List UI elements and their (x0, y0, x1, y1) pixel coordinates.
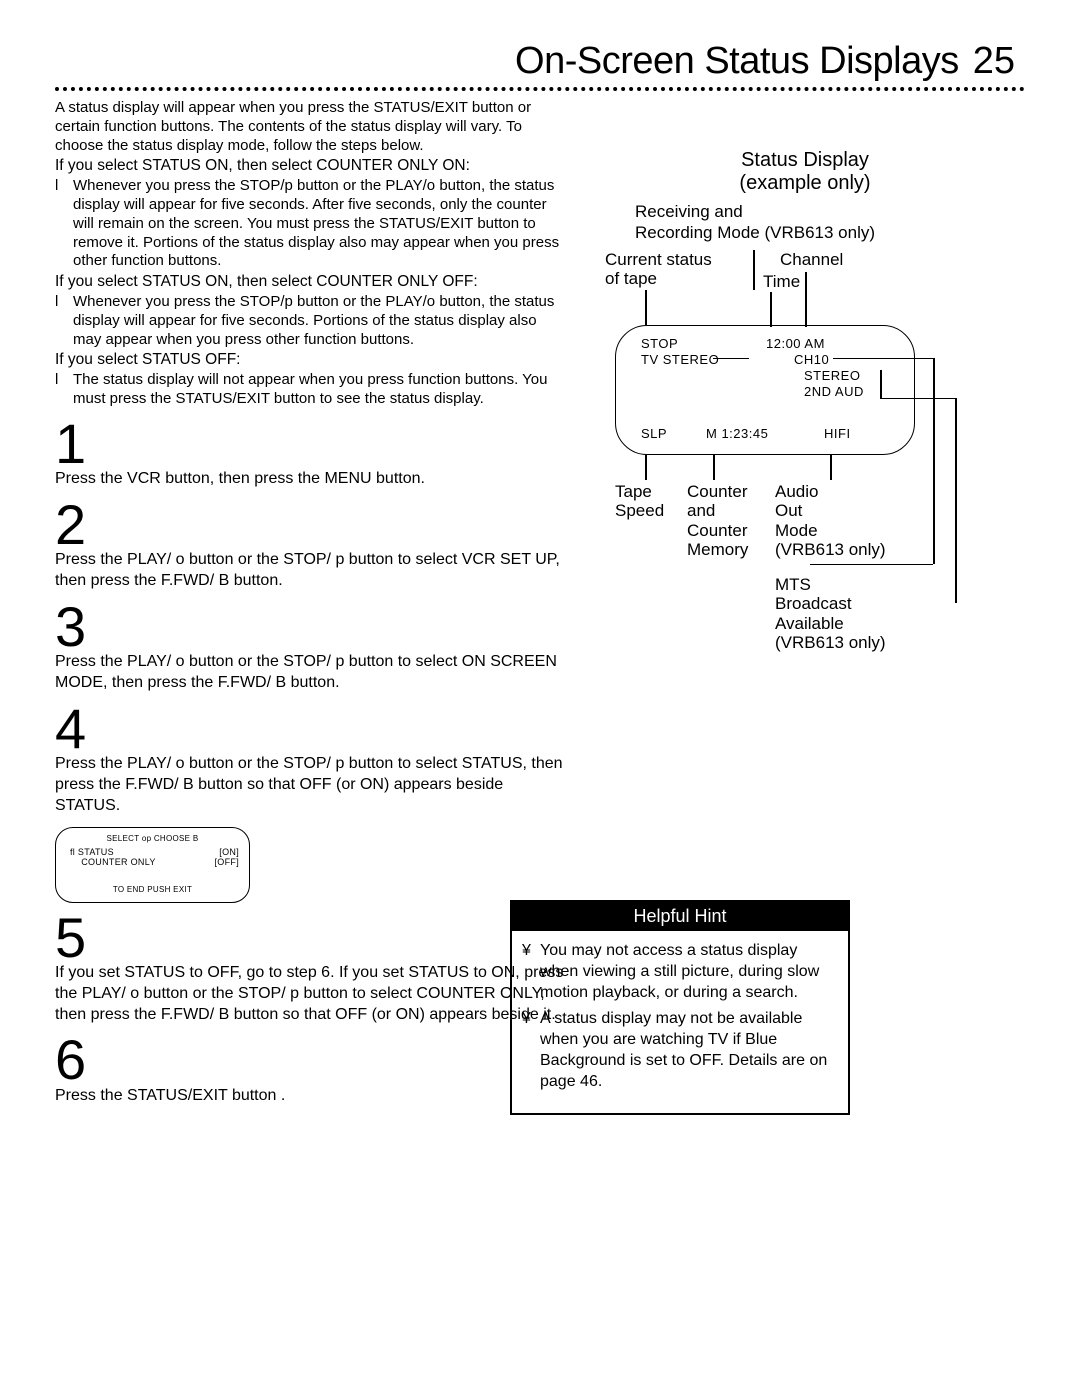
option3-bullet: l The status display will not appear whe… (55, 371, 565, 409)
line (645, 290, 647, 325)
bullet-icon: ¥ (522, 941, 540, 1003)
scr-ch: CH10 (794, 352, 829, 367)
dotted-rule (55, 87, 1025, 91)
line (880, 398, 955, 400)
menu-row-status: fl STATUS [ON] (70, 847, 239, 857)
screen-box: STOP TV STEREO 12:00 AM CH10 STEREO 2ND … (615, 325, 915, 455)
line (833, 358, 933, 360)
option2-text: Whenever you press the STOP/p button or … (73, 293, 565, 349)
scr-m: M 1:23:45 (706, 426, 768, 441)
hint-text-2: A status display may not be available wh… (540, 1009, 838, 1092)
status-diagram: Current status of tape Channel Time STOP… (605, 250, 1005, 680)
hint-bullet-2: ¥ A status display may not be available … (522, 1009, 838, 1092)
step6-text: Press the STATUS/EXIT button . (55, 1086, 565, 1107)
line (955, 398, 957, 603)
step6-number: 6 (55, 1035, 565, 1085)
scr-tvstereo: TV STEREO (641, 352, 719, 367)
step1-number: 1 (55, 419, 565, 469)
menu-status-label: fl STATUS (70, 847, 114, 857)
divider-line (753, 250, 755, 290)
line (805, 272, 807, 327)
option2-heading: If you select STATUS ON, then select COU… (55, 273, 565, 291)
label-current-status: Current status of tape (605, 250, 712, 289)
scr-2ndaud: 2ND AUD (804, 384, 864, 399)
scr-time: 12:00 AM (766, 336, 825, 351)
hint-text-1: You may not access a status display when… (540, 941, 838, 1003)
hint-bullet-1: ¥ You may not access a status display wh… (522, 941, 838, 1003)
step2-number: 2 (55, 500, 565, 550)
bullet-icon: l (55, 293, 73, 349)
header-title: On-Screen Status Displays (515, 40, 959, 83)
step4-text: Press the PLAY/ o button or the STOP/ p … (55, 754, 565, 816)
menu-top: SELECT op CHOOSE B (66, 834, 239, 843)
option2-bullet: l Whenever you press the STOP/p button o… (55, 293, 565, 349)
line (770, 292, 772, 327)
menu-bottom: TO END PUSH EXIT (66, 885, 239, 894)
line (830, 455, 832, 480)
menu-status-value: [ON] (219, 847, 239, 857)
bullet-icon: ¥ (522, 1009, 540, 1092)
label-audio: Audio Out Mode (VRB613 only) (775, 482, 886, 560)
bullet-icon: l (55, 177, 73, 271)
step3-number: 3 (55, 602, 565, 652)
menu-rows: fl STATUS [ON] COUNTER ONLY [OFF] (70, 847, 239, 867)
option1-bullet: l Whenever you press the STOP/p button o… (55, 177, 565, 271)
line (880, 370, 882, 398)
step1-text: Press the VCR button, then press the MEN… (55, 469, 565, 490)
line (713, 455, 715, 480)
helpful-hint-box: Helpful Hint ¥ You may not access a stat… (510, 900, 850, 1115)
step4-number: 4 (55, 704, 565, 754)
option3-heading: If you select STATUS OFF: (55, 351, 565, 369)
left-column: A status display will appear when you pr… (55, 99, 565, 1107)
menu-counter-label: COUNTER ONLY (70, 857, 156, 867)
option1-text: Whenever you press the STOP/p button or … (73, 177, 565, 271)
step5-text: If you set STATUS to OFF, go to step 6. … (55, 963, 565, 1025)
menu-row-counter: COUNTER ONLY [OFF] (70, 857, 239, 867)
line (810, 564, 933, 566)
page-header: On-Screen Status Displays 25 (55, 40, 1025, 83)
intro-paragraph: A status display will appear when you pr… (55, 99, 565, 155)
scr-stop: STOP (641, 336, 678, 351)
step2-text: Press the PLAY/ o button or the STOP/ p … (55, 550, 565, 592)
step5-number: 5 (55, 913, 565, 963)
status-note: Receiving and Recording Mode (VRB613 onl… (635, 201, 1005, 244)
label-counter: Counter and Counter Memory (687, 482, 748, 560)
bullet-icon: l (55, 371, 73, 409)
step3-text: Press the PLAY/ o button or the STOP/ p … (55, 652, 565, 694)
scr-hifi: HIFI (824, 426, 851, 441)
menu-counter-value: [OFF] (215, 857, 240, 867)
line (645, 455, 647, 480)
onscreen-menu-box: SELECT op CHOOSE B fl STATUS [ON] COUNTE… (55, 827, 250, 903)
line (713, 358, 749, 360)
label-mts: MTS Broadcast Available (VRB613 only) (775, 575, 886, 653)
option3-text: The status display will not appear when … (73, 371, 565, 409)
scr-slp: SLP (641, 426, 667, 441)
scr-stereo: STEREO (804, 368, 860, 383)
status-title: Status Display (605, 149, 1005, 172)
status-subtitle: (example only) (605, 172, 1005, 195)
label-time: Time (763, 272, 800, 292)
line (933, 358, 935, 564)
label-channel: Channel (780, 250, 843, 270)
option1-heading: If you select STATUS ON, then select COU… (55, 157, 565, 175)
label-tapespeed: Tape Speed (615, 482, 664, 521)
hint-header: Helpful Hint (512, 902, 848, 931)
hint-body: ¥ You may not access a status display wh… (512, 931, 848, 1113)
header-page-number: 25 (973, 40, 1015, 83)
